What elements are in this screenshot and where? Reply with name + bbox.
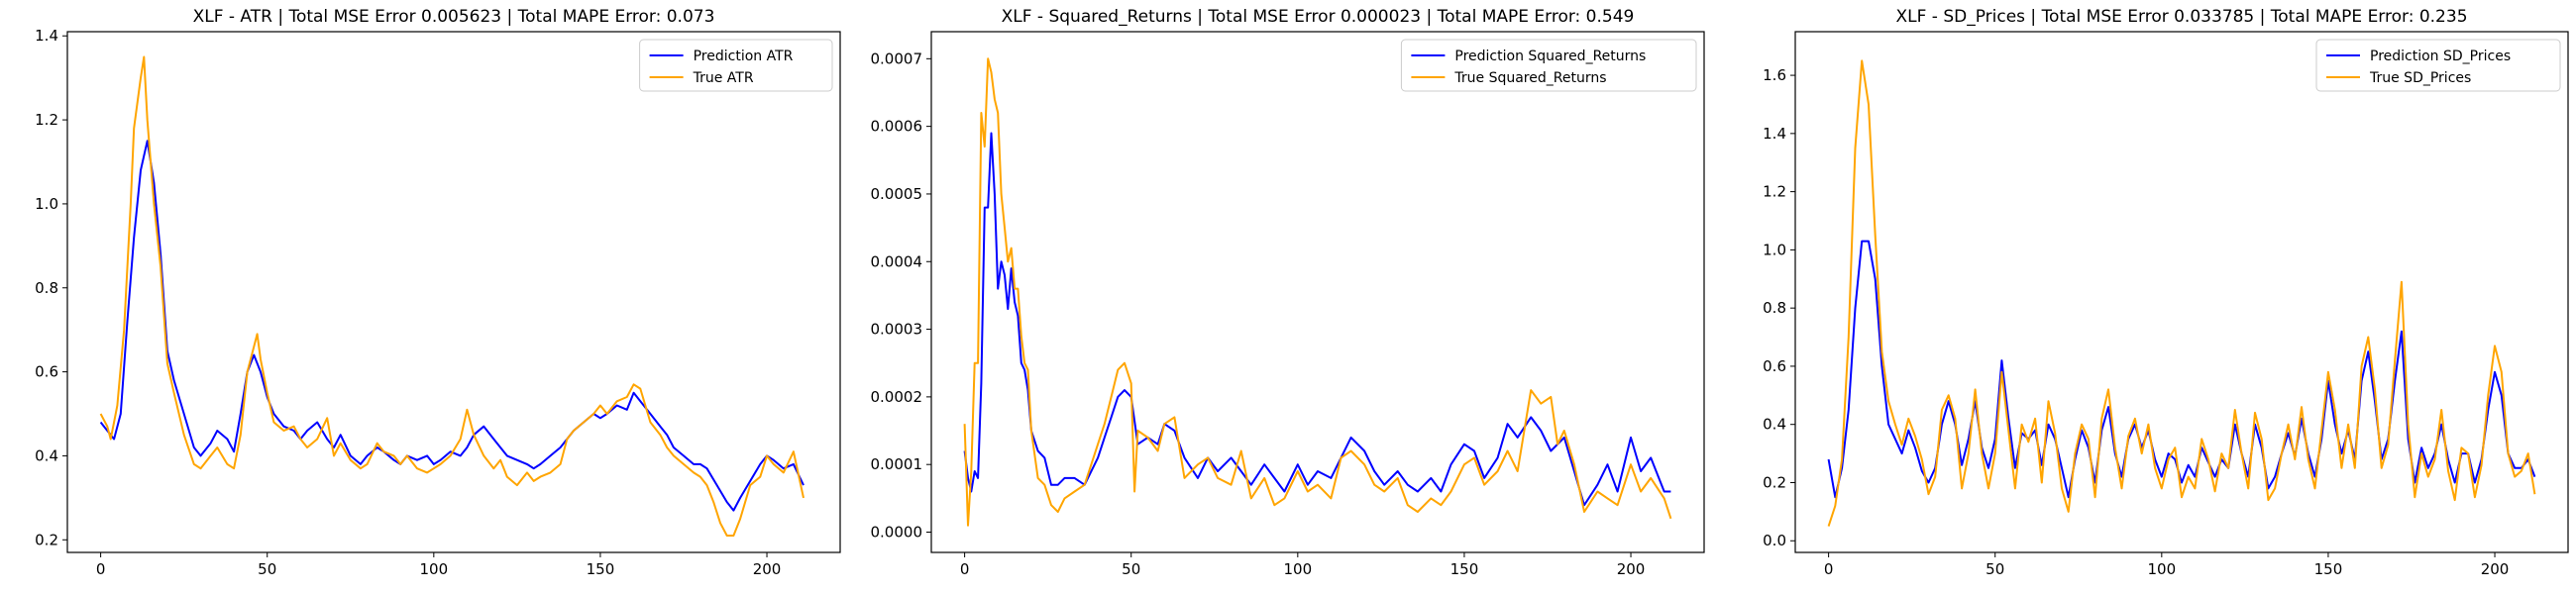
legend-entry: True SD_Prices xyxy=(2369,70,2471,86)
y-tick-label: 0.0004 xyxy=(871,252,923,270)
plot-area xyxy=(930,31,1705,553)
chart-sd-prices: XLF - SD_Prices | Total MSE Error 0.0337… xyxy=(1763,7,2569,578)
y-tick-label: 1.4 xyxy=(1763,125,1786,143)
y-tick-label: 0.0001 xyxy=(871,455,923,473)
x-tick-label: 50 xyxy=(258,560,276,578)
series-line-true xyxy=(99,55,805,537)
chart-squared-returns: XLF - Squared_Returns | Total MSE Error … xyxy=(871,7,1705,578)
y-tick-label: 1.0 xyxy=(35,195,58,213)
x-tick-label: 150 xyxy=(1450,560,1479,578)
series-line-true xyxy=(1827,59,2536,527)
legend: Prediction ATR True ATR xyxy=(639,39,833,92)
y-tick-label: 0.0006 xyxy=(871,118,923,136)
y-tick-label: 0.2 xyxy=(35,531,58,548)
y-tick-label: 0.0 xyxy=(1763,532,1786,549)
y-tick-label: 0.0005 xyxy=(871,185,923,203)
y-tick-label: 1.0 xyxy=(1763,241,1786,258)
x-tick-label: 200 xyxy=(2481,560,2510,578)
x-tick-label: 50 xyxy=(1986,560,2004,578)
plot-area xyxy=(66,31,841,553)
legend-entry: Prediction SD_Prices xyxy=(2370,49,2511,64)
chart-atr: XLF - ATR | Total MSE Error 0.005623 | T… xyxy=(35,7,841,578)
y-tick-label: 0.8 xyxy=(1763,299,1786,317)
series-line-prediction xyxy=(99,140,805,512)
y-tick-label: 0.8 xyxy=(35,279,58,297)
y-tick-label: 0.4 xyxy=(35,446,58,464)
series-line-prediction xyxy=(1827,240,2536,499)
x-tick-label: 100 xyxy=(1284,560,1313,578)
y-tick-label: 1.2 xyxy=(35,111,58,129)
chart-title: XLF - Squared_Returns | Total MSE Error … xyxy=(1002,7,1635,27)
y-tick-label: 0.2 xyxy=(1763,473,1786,491)
x-tick-label: 200 xyxy=(753,560,782,578)
legend: Prediction SD_Prices True SD_Prices xyxy=(2315,39,2561,92)
legend-box xyxy=(1400,39,1697,92)
x-tick-label: 0 xyxy=(96,560,106,578)
legend-entry: Prediction ATR xyxy=(694,49,794,64)
series-line-prediction xyxy=(963,132,1671,507)
y-tick-label: 0.0003 xyxy=(871,321,923,339)
legend-entry: True Squared_Returns xyxy=(1453,70,1606,86)
x-tick-label: 100 xyxy=(2148,560,2177,578)
y-tick-label: 1.2 xyxy=(1763,183,1786,201)
legend-entry: Prediction Squared_Returns xyxy=(1454,49,1646,64)
series-line-true xyxy=(963,57,1672,527)
y-tick-label: 0.6 xyxy=(1763,357,1786,375)
legend: Prediction Squared_Returns True Squared_R… xyxy=(1400,39,1697,92)
legend-box xyxy=(2315,39,2561,92)
x-tick-label: 200 xyxy=(1617,560,1646,578)
y-tick-label: 0.0000 xyxy=(871,524,923,542)
y-tick-label: 0.6 xyxy=(35,363,58,381)
legend-box xyxy=(639,39,833,92)
chart-title: XLF - ATR | Total MSE Error 0.005623 | T… xyxy=(193,7,715,27)
x-tick-label: 0 xyxy=(960,560,970,578)
x-tick-label: 0 xyxy=(1824,560,1834,578)
chart-title: XLF - SD_Prices | Total MSE Error 0.0337… xyxy=(1895,7,2467,27)
legend-entry: True ATR xyxy=(693,70,754,86)
y-tick-label: 0.0007 xyxy=(871,50,923,67)
y-tick-label: 1.4 xyxy=(35,27,58,45)
x-tick-label: 150 xyxy=(2314,560,2343,578)
x-tick-label: 150 xyxy=(587,560,615,578)
x-tick-label: 50 xyxy=(1122,560,1140,578)
x-tick-label: 100 xyxy=(420,560,449,578)
y-tick-label: 0.0002 xyxy=(871,388,923,406)
y-tick-label: 0.4 xyxy=(1763,416,1786,434)
y-tick-label: 1.6 xyxy=(1763,66,1786,84)
